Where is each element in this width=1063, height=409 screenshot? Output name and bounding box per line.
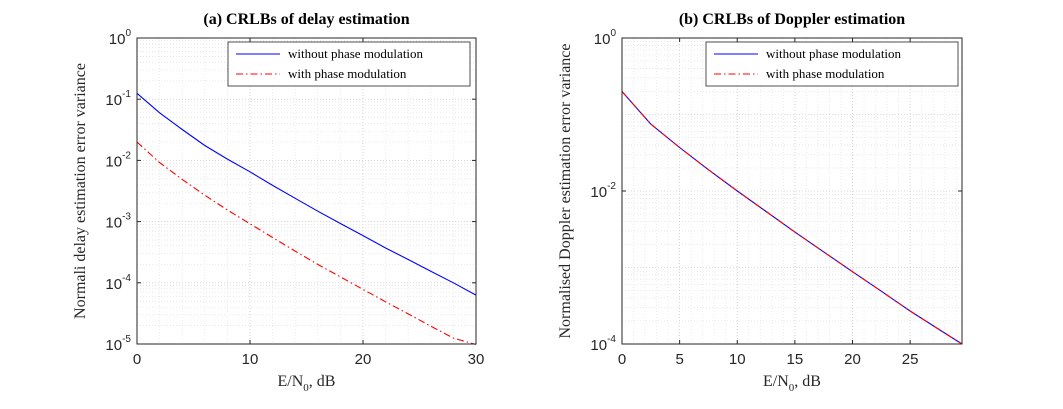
y-tick-label: 10-2 (590, 181, 616, 201)
series-line-with-phase-modulation (621, 91, 963, 345)
series-line-with-phase-modulation (136, 141, 477, 346)
axes-frame (136, 37, 477, 345)
legend-label: with phase modulation (766, 66, 885, 81)
y-axis-label: Normalised Doppler estimation error vari… (557, 44, 574, 339)
y-tick-base: 10 (594, 31, 611, 48)
y-tick-label: 10-2 (105, 150, 131, 170)
y-tick-exponent: -1 (122, 89, 131, 100)
y-tick-exponent: 0 (610, 28, 616, 39)
legend-label: without phase modulation (766, 46, 902, 61)
y-tick-base: 10 (105, 92, 122, 109)
legend-label: with phase modulation (288, 66, 407, 81)
legend-box (227, 41, 471, 87)
y-tick-base: 10 (109, 31, 126, 48)
y-tick-label: 100 (594, 28, 617, 48)
x-tick-label: 20 (844, 351, 861, 368)
y-tick-label: 100 (109, 28, 132, 48)
y-tick-exponent: -4 (607, 334, 616, 345)
y-tick-label: 10-4 (105, 273, 131, 293)
y-tick-exponent: -2 (607, 181, 616, 192)
legend-box (705, 41, 959, 87)
plot-area (137, 38, 476, 344)
y-tick-label: 10-5 (105, 334, 131, 354)
y-tick-label: 10-1 (105, 89, 131, 109)
x-tick-label: 0 (133, 351, 141, 368)
x-tick-label: 25 (902, 351, 919, 368)
x-tick-label: 10 (242, 351, 259, 368)
y-tick-label: 10-4 (590, 334, 616, 354)
legend-label: without phase modulation (288, 46, 424, 61)
x-axis-label: E/N0, dB (278, 373, 336, 394)
x-tick-label: 10 (729, 351, 746, 368)
x-tick-label: 0 (618, 351, 626, 368)
series-line-without-phase-modulation (136, 92, 477, 296)
y-tick-label: 10-3 (105, 212, 131, 232)
y-tick-exponent: -3 (122, 212, 131, 223)
y-tick-base: 10 (590, 337, 607, 354)
x-tick-label: 20 (355, 351, 372, 368)
y-tick-exponent: -4 (122, 273, 131, 284)
y-tick-base: 10 (105, 276, 122, 293)
x-tick-label: 30 (468, 351, 485, 368)
y-tick-exponent: -5 (122, 334, 131, 345)
y-tick-base: 10 (590, 184, 607, 201)
y-tick-exponent: -2 (122, 150, 131, 161)
x-axis-label: E/N0, dB (763, 373, 821, 394)
y-tick-base: 10 (105, 153, 122, 170)
chart-title: (a) CRLBs of delay estimation (203, 11, 409, 28)
y-tick-exponent: 0 (125, 28, 131, 39)
y-tick-base: 10 (105, 215, 122, 232)
y-axis-label: Normali delay estimation error variance (72, 63, 89, 319)
x-tick-label: 15 (787, 351, 804, 368)
x-tick-label: 5 (675, 351, 683, 368)
plot-area (622, 38, 962, 344)
chart-title: (b) CRLBs of Doppler estimation (679, 11, 905, 28)
y-tick-base: 10 (105, 337, 122, 354)
